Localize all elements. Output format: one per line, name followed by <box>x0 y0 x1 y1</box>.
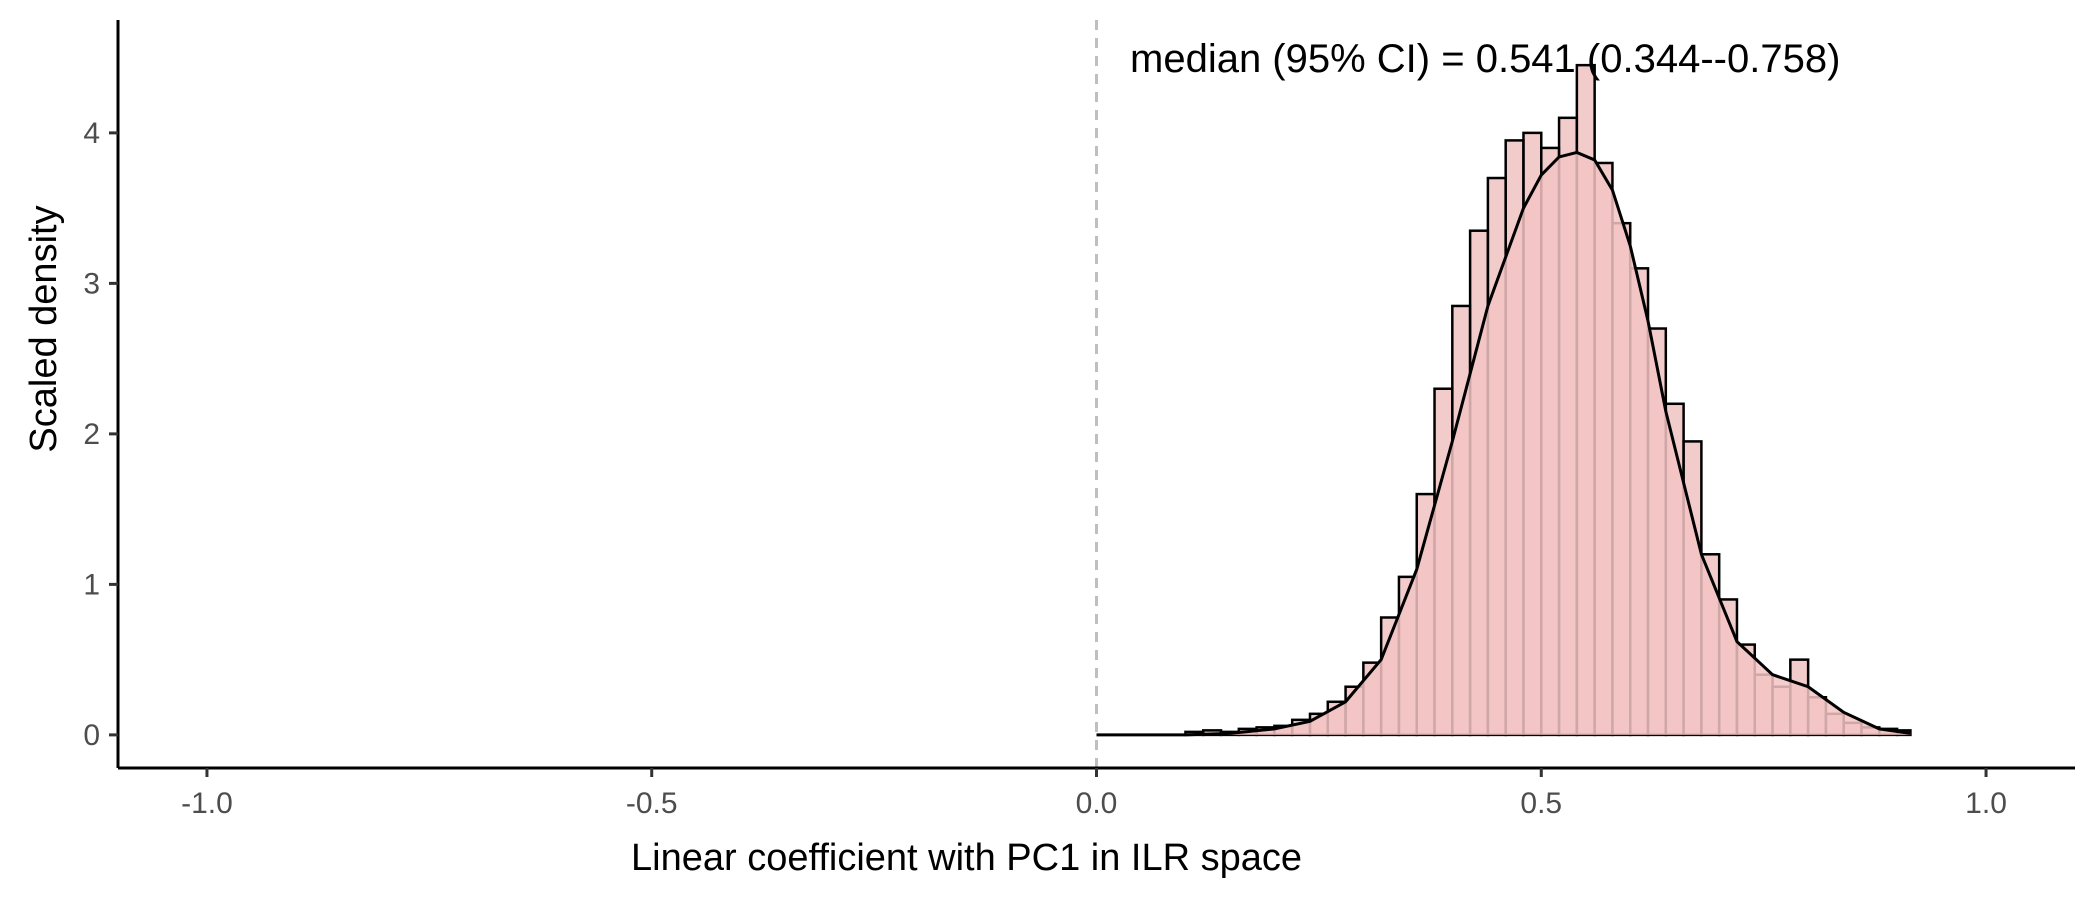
density-area <box>1096 152 1911 735</box>
x-tick-label: -0.5 <box>626 787 678 820</box>
y-tick-label: 3 <box>83 267 100 300</box>
y-tick-label: 1 <box>83 568 100 601</box>
density-line <box>1096 150 1911 737</box>
y-tick-label: 2 <box>83 418 100 451</box>
median-ci-annotation: median (95% CI) = 0.541 (0.344--0.758) <box>1130 37 1840 81</box>
y-tick-label: 0 <box>83 719 100 752</box>
axis-ticks: -1.0 -0.5 0.0 0.5 1.0 0 1 2 3 4 <box>83 117 2007 820</box>
x-tick-label: 0.5 <box>1520 787 1562 820</box>
density-curve-group <box>1096 150 1911 737</box>
y-tick-label: 4 <box>83 117 100 150</box>
y-axis-title: Scaled density <box>23 205 65 452</box>
x-axis-title: Linear coefficient with PC1 in ILR space <box>631 837 1302 879</box>
x-tick-label: 1.0 <box>1965 787 2007 820</box>
x-tick-label: -1.0 <box>181 787 233 820</box>
x-tick-label: 0.0 <box>1076 787 1118 820</box>
